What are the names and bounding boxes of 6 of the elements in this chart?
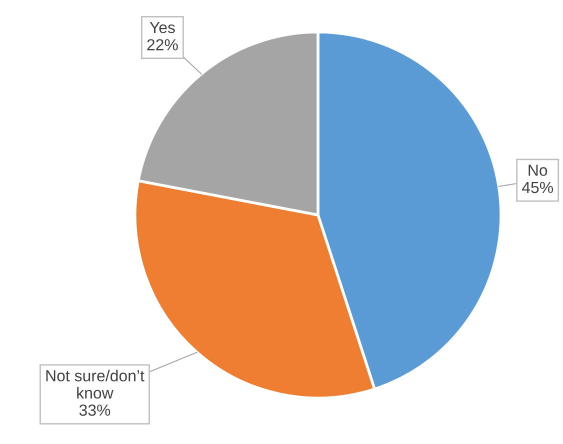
data-label: 45% [522,182,554,194]
data-label: 33% [79,404,110,416]
slice-label: Not sure/don’t know [46,370,144,399]
slice-label: Yes [150,22,175,34]
data-label: 22% [147,39,178,50]
slice-label: No [528,164,548,176]
